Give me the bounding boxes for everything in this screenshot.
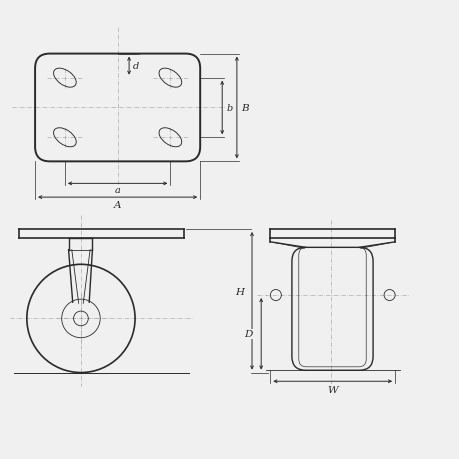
Text: b: b	[226, 104, 232, 113]
Text: d: d	[133, 62, 139, 71]
Text: B: B	[241, 104, 248, 113]
Text: a: a	[114, 186, 120, 195]
Text: W: W	[327, 385, 337, 394]
Text: H: H	[234, 287, 243, 297]
Text: A: A	[114, 201, 121, 209]
Text: D: D	[244, 330, 252, 339]
